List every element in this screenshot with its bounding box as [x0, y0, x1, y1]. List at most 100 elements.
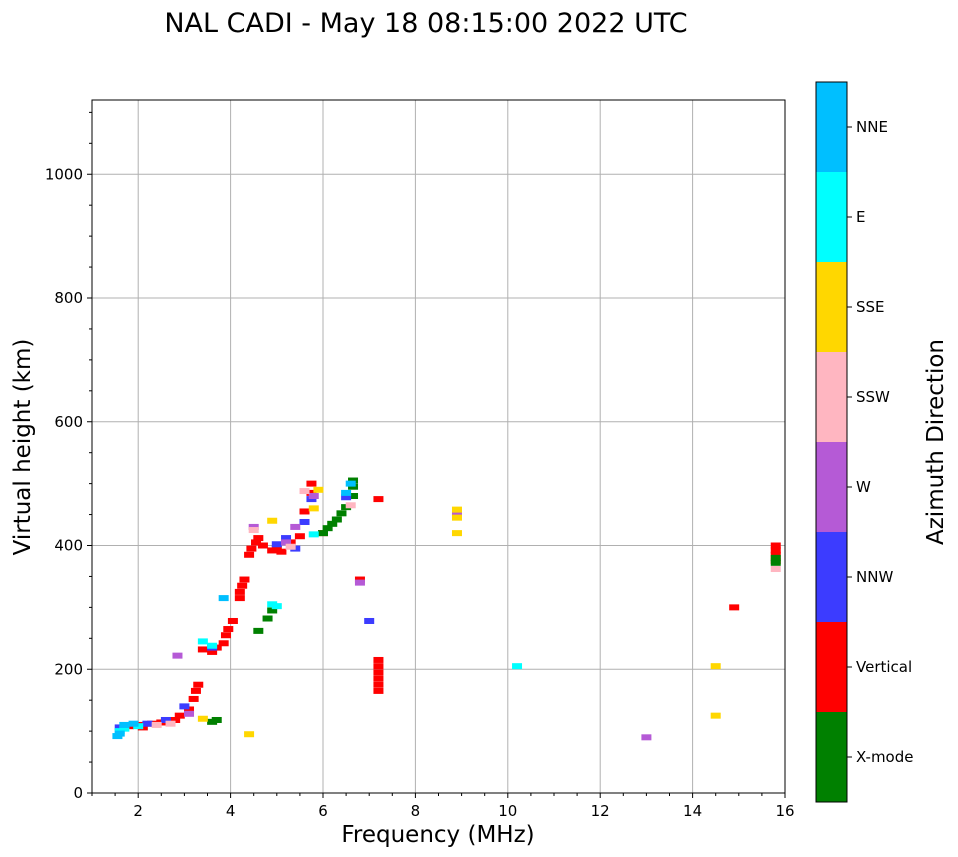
data-point: [244, 551, 255, 558]
data-point: [223, 626, 234, 633]
data-point: [193, 681, 204, 688]
x-tick-label: 2: [133, 802, 143, 820]
data-point: [128, 720, 139, 727]
colorbar-tick-label: NNW: [856, 568, 893, 586]
data-point: [451, 506, 462, 513]
data-point: [253, 627, 264, 634]
data-point: [331, 516, 342, 523]
data-point: [253, 535, 264, 542]
data-point: [770, 542, 781, 549]
y-tick-label: 800: [54, 289, 83, 307]
data-point: [348, 477, 359, 484]
data-point: [348, 483, 359, 490]
data-point: [373, 675, 384, 682]
y-tick-label: 600: [54, 413, 83, 431]
colorbar-segment: [816, 262, 847, 352]
data-point: [770, 547, 781, 554]
colorbar-tick-label: SSW: [856, 388, 890, 406]
data-point: [267, 517, 278, 524]
x-tick-label: 16: [775, 802, 794, 820]
colorbar-tick-label: E: [856, 208, 865, 226]
data-point: [373, 669, 384, 676]
x-axis-ticks: 2 4 6 8 10 12 14 16: [91, 793, 795, 820]
data-point: [207, 648, 218, 655]
data-point: [294, 533, 305, 540]
data-point: [451, 510, 462, 517]
data-point: [220, 632, 231, 639]
colorbar-segment: [816, 172, 847, 262]
data-point: [179, 703, 190, 710]
data-point: [770, 566, 781, 573]
x-axis-label: Frequency (MHz): [341, 822, 534, 848]
colorbar-tick-label: X-mode: [856, 748, 913, 766]
data-point: [218, 595, 229, 602]
data-point: [770, 551, 781, 558]
data-point: [345, 502, 356, 509]
y-tick-label: 1000: [45, 165, 83, 183]
data-point: [207, 642, 218, 649]
data-point: [184, 710, 195, 717]
x-tick-label: 6: [318, 802, 328, 820]
chart-title: NAL CADI - May 18 08:15:00 2022 UTC: [164, 8, 687, 39]
y-axis-label: Virtual height (km): [10, 339, 36, 556]
colorbar-segment: [816, 712, 847, 802]
data-point: [512, 663, 523, 670]
data-point: [306, 496, 317, 503]
data-point: [308, 493, 319, 499]
colorbar-label: Azimuth Direction: [923, 339, 949, 545]
data-point: [248, 523, 259, 530]
data-point: [251, 539, 262, 546]
data-point: [160, 716, 171, 723]
data-point: [257, 542, 268, 549]
data-point: [341, 494, 352, 501]
colorbar-segment: [816, 532, 847, 622]
colorbar-segment: [816, 82, 847, 172]
data-point: [151, 721, 162, 728]
data-point: [641, 734, 652, 741]
data-point: [285, 543, 296, 550]
plot-area: [92, 100, 785, 793]
data-point: [308, 505, 319, 512]
data-point: [373, 687, 384, 694]
data-point: [271, 541, 282, 548]
x-tick-label: 14: [683, 802, 702, 820]
data-point: [197, 646, 208, 653]
data-point: [234, 588, 245, 595]
colorbar: X-mode Vertical NNW W SSW SSE E NNE: [816, 82, 913, 802]
y-axis-ticks: 0 200 400 600 800 1000: [45, 111, 92, 802]
y-tick-label: 200: [54, 660, 83, 678]
data-point: [218, 640, 229, 647]
data-point: [227, 617, 238, 624]
data-point: [373, 496, 384, 503]
data-point: [234, 595, 245, 602]
data-point: [710, 712, 721, 719]
colorbar-tick-label: W: [856, 478, 871, 496]
data-point: [710, 663, 721, 670]
data-point: [211, 716, 222, 723]
data-point: [341, 489, 352, 496]
data-point: [313, 486, 324, 493]
data-point: [172, 652, 183, 659]
data-point: [174, 712, 185, 719]
data-point: [114, 730, 125, 737]
data-point: [770, 559, 781, 566]
data-point: [119, 721, 130, 728]
data-point: [276, 548, 287, 555]
data-point: [373, 663, 384, 670]
colorbar-segment: [816, 442, 847, 532]
data-point: [729, 604, 740, 611]
data-point: [281, 539, 292, 546]
data-point: [281, 535, 292, 542]
colorbar-segment: [816, 352, 847, 442]
colorbar-tick-label: SSE: [856, 298, 885, 316]
y-tick-label: 0: [73, 784, 83, 802]
data-point: [188, 695, 199, 702]
data-point: [373, 656, 384, 663]
data-point: [119, 725, 130, 732]
y-tick-label: 400: [54, 537, 83, 555]
data-point: [318, 530, 328, 537]
data-point: [299, 488, 310, 495]
data-point: [451, 514, 462, 521]
x-tick-label: 10: [498, 802, 517, 820]
data-point: [184, 706, 195, 713]
